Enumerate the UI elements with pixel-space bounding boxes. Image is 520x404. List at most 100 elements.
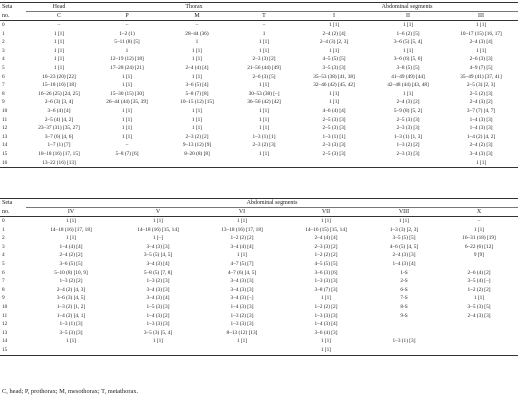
table-cell: 1 [1] (475, 22, 487, 28)
group-header-abdominal: Abdominal segments (296, 2, 519, 12)
table-cell: 1 [1] (258, 82, 270, 89)
table-cell: 2–4 (3) [2] (469, 99, 493, 106)
table-cell: 1-S (400, 269, 408, 276)
table-cell: 1–4 (3) [4] (392, 260, 416, 267)
table-cell: 14–18 (16) [17, 18] (50, 226, 92, 233)
table-cell: 6–22 (6) [12] (464, 243, 494, 250)
table-cell: 1 [1] (398, 218, 410, 224)
table-row: 14 1–7 (1) [7] – 9–13 (12) [9] 2–3 (2) [3] 2–… (0, 141, 518, 150)
table-cell (368, 320, 440, 329)
seta-number: 2 (2, 39, 5, 46)
table-cell: 2–5 (4) [4, 2] (44, 116, 74, 123)
table-cell (372, 158, 445, 169)
table-cell: 1 [1] (236, 252, 248, 259)
table-cell (232, 158, 297, 169)
table-cell: 1 [1] (258, 107, 270, 114)
table-cell: 5–11 (8) [5] (114, 39, 140, 46)
table-cell: 1–3 (1) [1, 3] (393, 133, 423, 140)
table-cell: 1 (125, 47, 129, 54)
seta-label: Seta (0, 198, 26, 208)
table-cell: 2–6 (3) [5] (252, 73, 276, 80)
table-cell: 1 [1] (121, 133, 133, 140)
column-header: P (92, 11, 162, 21)
seta-number: 14 (2, 142, 8, 149)
table-cell: 1–3 (2) [1, 2] (56, 303, 86, 310)
table-cell: 1 [1] (320, 218, 332, 224)
seta-number: 1 (2, 30, 5, 37)
table-cell: 1–3 (3) [3] (314, 312, 338, 319)
table-row: 15 10–18 (16) [17, 15] 5–8 (7) [6] 8–20 (8)… (0, 150, 518, 159)
table-cell: 1–4 (2) [4, 1] (56, 312, 86, 319)
table-cell: 1–4 (3) [3] (469, 116, 493, 123)
table-cell: 3–5 (3) [3] (59, 329, 83, 336)
table-cell: 2–5 (3) [2, 3] (466, 82, 496, 89)
table-cell: 2–4 (4) [4] (185, 64, 209, 71)
column-header: M (162, 11, 232, 21)
seta-number: 7 (2, 82, 5, 89)
table-cell: 4–7 (6) [4, 5] (227, 269, 257, 276)
table-cell: 2–6 (4) [2] (467, 269, 491, 276)
table-cell (440, 329, 518, 338)
table-cell: – (195, 22, 199, 28)
table-cell: 1 [1] (65, 338, 77, 345)
table-cell: 4–5 (5) [5] (322, 56, 346, 63)
table-cell: 16–26 (25) [24, 25] (38, 90, 80, 97)
table-cell (440, 345, 519, 356)
table-cell: 1–4 (2) [4, 2] (466, 133, 496, 140)
table-cell: 10–15 (12) [15] (180, 99, 214, 106)
table-cell: 2–3 (2) [2] (185, 133, 209, 140)
seta-number: 6 (2, 73, 5, 80)
table-cell (92, 158, 162, 169)
table-cell: 15–18 (16) [18] (42, 82, 76, 89)
seta-label: Seta (0, 2, 26, 12)
table-row: 4 2–4 (2) [2] 3–5 (5) [4, 5] 1 [1] 1–2 (2) [… (0, 251, 518, 260)
table-row: 0 – – – – 1 [1] 1 [1] 1 [1] (0, 21, 518, 30)
seta-number: 3 (2, 243, 5, 250)
table-cell: 1 [1] (258, 116, 270, 123)
table-cell: 1 [1] (320, 295, 332, 302)
table-cell: 2–3 (2) [3] (252, 142, 276, 149)
table-cell: 12–19 (12) [18] (110, 56, 144, 63)
table-cell: 2–6 (3) [3, 4] (44, 99, 74, 106)
no-label: no. (0, 11, 26, 21)
table-cell: 1 [1] (473, 226, 485, 233)
table-cell: 3–4 (4) [4] (230, 243, 254, 250)
seta-number: 1 (2, 226, 5, 233)
table-row: 5 1 [1] 17–28 (24) [21] 2–4 (4) [4] 21–56 (4… (0, 64, 518, 73)
seta-number: 12 (2, 321, 8, 328)
table-row: 6 5–10 (8) [10, 9] 5–8 (5) [7, 8] 4–7 (6) [… (0, 269, 518, 278)
table-row: 9 3–6 (3) [4, 5] 3–4 (3) [4] 3–4 (3) [–] 1 [… (0, 294, 518, 303)
table-cell: 41–49 (49) [44] (391, 73, 425, 80)
table-cell: 2–6 (3) [3] (469, 56, 493, 63)
table-cell: 1 [1] (444, 158, 519, 169)
seta-number: 3 (2, 47, 5, 54)
table-cell: 1 [1] (402, 22, 414, 28)
table-cell: 2–4 (2) [4] (322, 30, 346, 37)
seta-number: 8 (2, 90, 5, 97)
table-cell: 3–6 (3) [4, 5] (56, 295, 86, 302)
seta-number: 8 (2, 286, 5, 293)
table-cell: 1 [1] (191, 125, 203, 132)
table-cell: 16–31 (18) [19] (462, 235, 496, 242)
table-row: 6 16–23 (20) [22] 1 [1] 1 [1] 2–6 (3) [5] 35–… (0, 73, 518, 82)
table-cell: 1–3 (3) [2, 3] (389, 226, 419, 233)
table-cell: 4–6 (4) [4] (322, 107, 346, 114)
table-cell: 3–6 (4) [3] (314, 329, 338, 336)
table-cell: 1–3 (2) [2] (59, 278, 83, 285)
seta-number: 14 (2, 338, 8, 345)
table-cell: 5–8 (7) [6] (115, 150, 139, 157)
table-cell: 3–6 (5) [5] (59, 260, 83, 267)
table-cell (440, 320, 518, 329)
seta-number: 0 (2, 22, 5, 28)
table-row: 2 1 [1] 5–11 (8) [5] 1 1 [1] 2–4 (3) [2, 3] 3–… (0, 38, 518, 47)
table-cell: 26–44 (44) [35, 39] (106, 99, 148, 106)
table-cell (26, 345, 116, 356)
table-cell: 1 [1] (284, 345, 368, 356)
table-row: 11 1–4 (2) [4, 1] 1–4 (3) [2] 1–3 (2) [3] 1–… (0, 312, 518, 321)
table-row: 4 1 [1] 12–19 (12) [18] 1 [1] 2–3 (3) [2] 4–5… (0, 55, 518, 64)
table-cell: 3–6 (3) [6] (314, 269, 338, 276)
table-cell: 2–4 (4) [4] (314, 235, 338, 242)
table-cell: 3–4 (3) [4] (146, 260, 170, 267)
table-cell: 1–3 (1) [3] (392, 338, 416, 345)
